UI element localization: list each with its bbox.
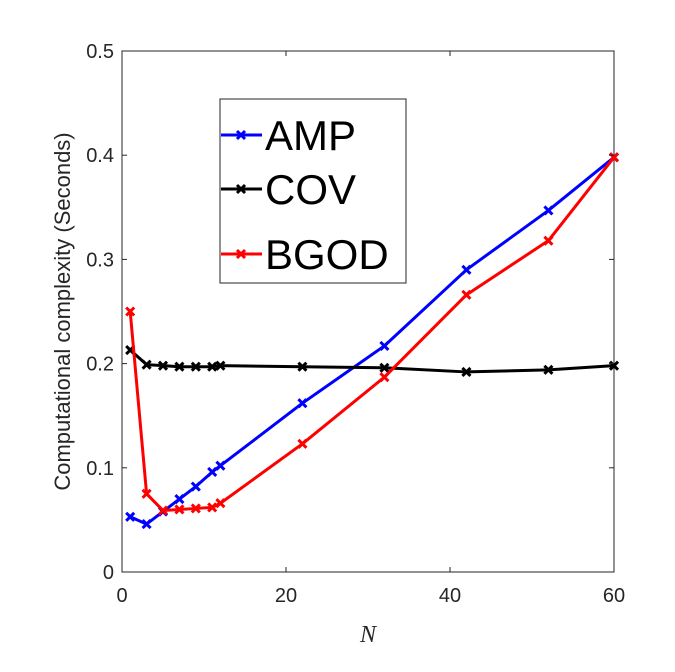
y-tick-label: 0.2 bbox=[86, 354, 114, 376]
legend-item-amp: AMP bbox=[221, 112, 356, 159]
legend-marker-amp bbox=[235, 129, 247, 141]
data-point-amp bbox=[174, 493, 185, 505]
data-point-cov bbox=[207, 361, 218, 372]
data-point-bgod bbox=[190, 503, 201, 514]
data-point-cov bbox=[608, 360, 620, 371]
y-tick-label: 0.3 bbox=[86, 249, 114, 271]
x-axis-label: N bbox=[359, 622, 378, 648]
data-point-cov bbox=[190, 361, 201, 372]
y-tick-label: 0 bbox=[103, 562, 114, 584]
legend-label-amp: AMP bbox=[265, 112, 356, 159]
data-point-amp bbox=[543, 205, 554, 216]
legend-label-cov: COV bbox=[265, 166, 356, 213]
data-point-cov bbox=[157, 360, 169, 371]
legend-item-bgod: BGOD bbox=[221, 231, 389, 278]
legend: AMP COV BGOD bbox=[219, 98, 407, 284]
data-point-bgod bbox=[207, 502, 218, 513]
y-tick-label: 0.1 bbox=[86, 458, 114, 480]
data-point-bgod bbox=[174, 504, 185, 515]
data-point-bgod bbox=[157, 505, 169, 516]
legend-label-bgod: BGOD bbox=[265, 231, 389, 278]
series-line-cov bbox=[129, 348, 615, 374]
data-point-bgod bbox=[125, 306, 136, 317]
data-point-amp bbox=[379, 340, 390, 351]
legend-box bbox=[219, 98, 407, 284]
legend-item-cov: COV bbox=[221, 166, 356, 213]
data-point-amp bbox=[190, 481, 201, 492]
data-point-amp bbox=[141, 519, 152, 530]
x-tick-label: 20 bbox=[275, 585, 297, 607]
data-point-bgod bbox=[608, 152, 620, 163]
data-point-bgod bbox=[461, 289, 472, 300]
data-point-cov bbox=[543, 364, 554, 375]
data-point-bgod bbox=[215, 498, 226, 509]
x-tick-label: 60 bbox=[603, 585, 625, 607]
ticks-layer: 0 0.1 0.2 0.3 0.4 0.5 0 20 40 60 bbox=[86, 41, 625, 607]
data-point-cov bbox=[461, 366, 472, 377]
data-point-amp bbox=[297, 398, 308, 409]
data-point-amp bbox=[125, 511, 136, 522]
data-point-bgod bbox=[543, 235, 554, 246]
data-point-bgod bbox=[297, 438, 308, 449]
series-bgod bbox=[125, 152, 620, 516]
data-point-cov bbox=[174, 361, 185, 372]
data-point-cov bbox=[141, 359, 152, 370]
y-axis-label: Computational complexity (Seconds) bbox=[50, 132, 75, 490]
data-point-cov bbox=[215, 360, 226, 371]
data-point-bgod bbox=[141, 488, 152, 499]
y-tick-label: 0.5 bbox=[86, 41, 114, 63]
data-point-bgod bbox=[379, 372, 390, 383]
x-tick-label: 0 bbox=[116, 585, 127, 607]
data-point-cov bbox=[379, 362, 390, 373]
x-tick-label: 40 bbox=[439, 585, 461, 607]
series-cov bbox=[125, 344, 620, 377]
series-layer bbox=[125, 152, 620, 530]
data-point-amp bbox=[215, 460, 226, 471]
data-point-amp bbox=[461, 264, 472, 275]
y-tick-label: 0.4 bbox=[86, 145, 114, 167]
data-point-cov bbox=[297, 361, 308, 372]
legend-marker-bgod bbox=[235, 248, 247, 260]
legend-marker-cov bbox=[235, 183, 247, 195]
data-point-amp bbox=[207, 466, 218, 478]
